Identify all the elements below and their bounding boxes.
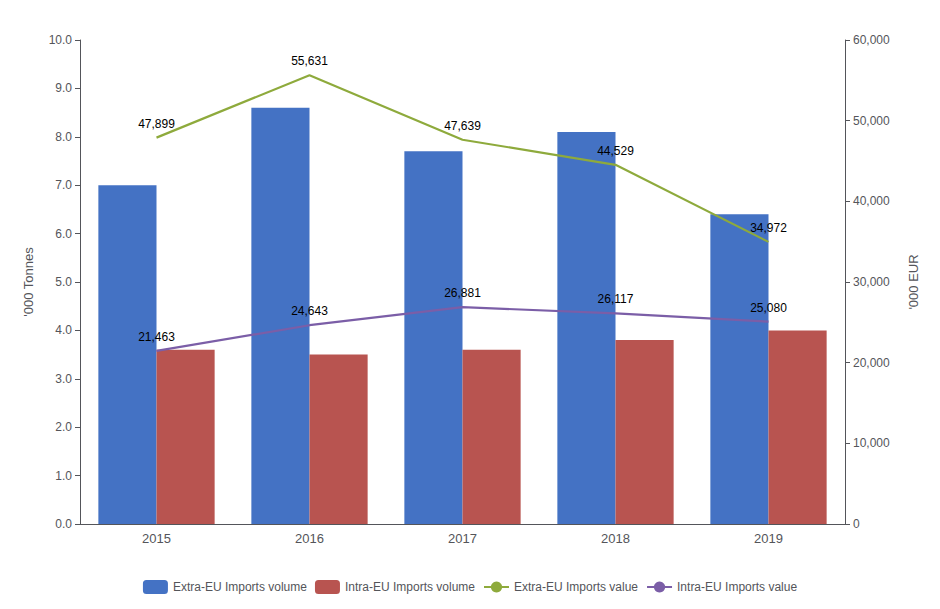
svg-text:60,000: 60,000 [853,33,890,47]
svg-text:40,000: 40,000 [853,194,890,208]
svg-text:4.0: 4.0 [55,323,72,337]
svg-text:2017: 2017 [448,531,477,546]
svg-text:50,000: 50,000 [853,114,890,128]
svg-text:Extra-EU Imports value: Extra-EU Imports value [514,580,638,594]
svg-text:2.0: 2.0 [55,420,72,434]
svg-text:2015: 2015 [142,531,171,546]
svg-text:5.0: 5.0 [55,275,72,289]
svg-text:2016: 2016 [295,531,324,546]
svg-text:Intra-EU Imports volume: Intra-EU Imports volume [345,580,475,594]
svg-text:34,972: 34,972 [750,221,787,235]
svg-text:3.0: 3.0 [55,372,72,386]
svg-text:8.0: 8.0 [55,130,72,144]
svg-text:20,000: 20,000 [853,356,890,370]
svg-text:47,639: 47,639 [444,119,481,133]
svg-text:10,000: 10,000 [853,436,890,450]
svg-text:2018: 2018 [601,531,630,546]
svg-text:24,643: 24,643 [291,304,328,318]
svg-text:26,117: 26,117 [598,292,634,306]
svg-text:26,881: 26,881 [444,286,481,300]
svg-text:Intra-EU Imports value: Intra-EU Imports value [677,580,797,594]
svg-text:10.0: 10.0 [49,33,73,47]
svg-text:Extra-EU Imports volume: Extra-EU Imports volume [173,580,307,594]
svg-text:6.0: 6.0 [55,227,72,241]
svg-text:25,080: 25,080 [750,301,787,315]
svg-text:21,463: 21,463 [138,330,175,344]
svg-text:30,000: 30,000 [853,275,890,289]
svg-text:7.0: 7.0 [55,178,72,192]
svg-text:'000 EUR: '000 EUR [906,254,921,309]
svg-text:47,899: 47,899 [138,117,175,131]
svg-text:55,631: 55,631 [291,54,328,68]
svg-text:44,529: 44,529 [597,144,634,158]
svg-text:'000 Tonnes: '000 Tonnes [21,247,36,317]
svg-text:0: 0 [853,517,860,531]
svg-text:2019: 2019 [754,531,783,546]
svg-text:1.0: 1.0 [55,469,72,483]
svg-text:0.0: 0.0 [55,517,72,531]
svg-text:9.0: 9.0 [55,81,72,95]
